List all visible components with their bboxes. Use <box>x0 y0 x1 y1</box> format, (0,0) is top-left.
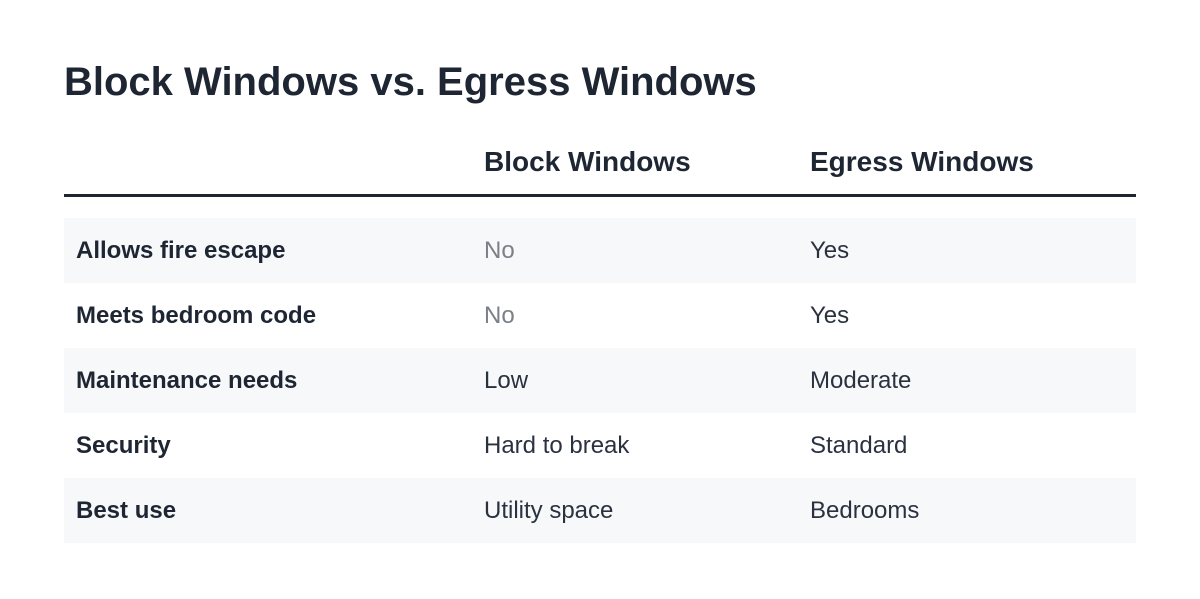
egress-windows-value: Moderate <box>810 367 912 394</box>
page-title: Block Windows vs. Egress Windows <box>64 60 757 104</box>
table-body: Allows fire escape No Yes Meets bedroom … <box>64 218 1136 543</box>
table-row: Maintenance needs Low Moderate <box>64 348 1136 413</box>
egress-windows-value: Standard <box>810 432 908 459</box>
row-label: Best use <box>76 497 177 524</box>
table-row: Best use Utility space Bedrooms <box>64 478 1136 543</box>
egress-windows-value: Bedrooms <box>810 497 920 524</box>
column-header-block-windows: Block Windows <box>484 146 691 177</box>
table-header-row: Block Windows Egress Windows <box>64 140 1136 184</box>
egress-windows-value: Yes <box>810 302 850 329</box>
table-row: Security Hard to break Standard <box>64 413 1136 478</box>
block-windows-value: Low <box>484 367 529 394</box>
row-label: Maintenance needs <box>76 367 298 394</box>
block-windows-value: No <box>484 302 515 329</box>
header-divider <box>64 194 1136 197</box>
block-windows-value: Utility space <box>484 497 614 524</box>
egress-windows-value: Yes <box>810 237 850 264</box>
table-row: Meets bedroom code No Yes <box>64 283 1136 348</box>
row-label: Security <box>76 432 171 459</box>
column-header-egress-windows: Egress Windows <box>810 146 1034 177</box>
row-label: Allows fire escape <box>76 237 286 264</box>
table-row: Allows fire escape No Yes <box>64 218 1136 283</box>
block-windows-value: No <box>484 237 515 264</box>
block-windows-value: Hard to break <box>484 432 630 459</box>
row-label: Meets bedroom code <box>76 302 317 329</box>
